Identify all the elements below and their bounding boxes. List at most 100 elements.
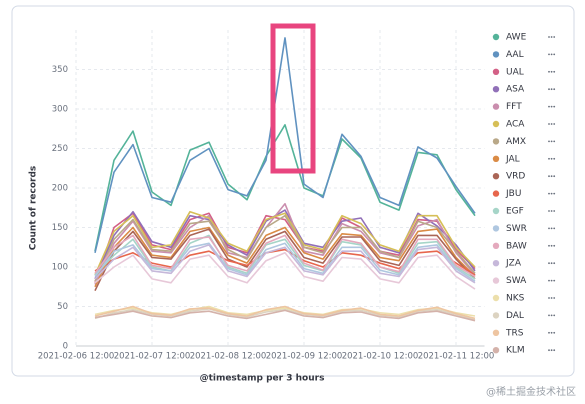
legend-menu-dot (550, 192, 553, 195)
series-line (94, 210, 476, 276)
series-line (94, 124, 476, 252)
legend-label[interactable]: EGF (506, 207, 524, 217)
legend-menu-dot (548, 297, 550, 299)
legend-label[interactable]: AWE (506, 33, 527, 43)
series-line (94, 234, 476, 278)
legend-label[interactable]: SWA (506, 276, 527, 286)
legend-swatch (492, 312, 500, 319)
legend-menu-dot (553, 349, 556, 352)
legend-menu-dot (550, 123, 553, 125)
legend-label[interactable]: JAL (505, 154, 520, 164)
legend-menu-dot (553, 175, 556, 178)
legend-menu-dot (548, 105, 550, 108)
legend-menu-dot (550, 331, 553, 334)
legend-label[interactable]: ASA (506, 85, 525, 95)
legend-swatch (492, 51, 500, 58)
legend-swatch (492, 207, 500, 215)
legend-menu-dot (548, 279, 550, 282)
y-axis-title: Count of records (29, 166, 39, 251)
legend-menu-dot (553, 262, 556, 265)
legend-swatch (492, 242, 500, 249)
series-line (94, 226, 476, 288)
legend-label[interactable]: NKS (506, 294, 525, 304)
legend-menu-dot (553, 157, 556, 160)
legend-menu-dot (550, 105, 553, 108)
y-tick-label: 300 (52, 105, 68, 115)
highlight-box (270, 23, 316, 174)
y-tick-label: 250 (52, 144, 68, 154)
legend-menu-dot (548, 262, 550, 265)
legend-menu-dot (553, 36, 556, 38)
legend-menu-dot (548, 36, 550, 38)
y-tick-label: 350 (52, 65, 68, 75)
legend-swatch (492, 103, 500, 110)
legend-menu-dot (550, 70, 553, 73)
legend-swatch (492, 173, 500, 180)
legend-menu-dot (548, 210, 550, 212)
legend-menu-dot (550, 279, 553, 282)
legend-swatch (492, 86, 500, 93)
legend-swatch (492, 225, 500, 232)
x-tick-label: 2021-02-11 12:00 (418, 352, 495, 362)
legend-menu-dot (553, 279, 556, 282)
legend-swatch (492, 277, 500, 284)
y-tick-label: 200 (52, 184, 68, 194)
legend-label[interactable]: SWR (506, 224, 527, 234)
legend-menu-dot (553, 70, 556, 73)
legend-menu-dot (550, 88, 553, 91)
legend-menu-dot (553, 123, 556, 125)
legend-menu-dot (550, 297, 553, 299)
legend-label[interactable]: BAW (506, 241, 527, 251)
x-tick-label: 2021-02-06 12:00 (38, 352, 115, 362)
legend-menu-dot (550, 175, 553, 178)
legend-swatch (492, 329, 500, 336)
legend-menu-dot (550, 53, 553, 56)
legend-label[interactable]: ACA (506, 120, 525, 130)
series-line (94, 203, 476, 285)
legend-swatch (492, 138, 500, 145)
legend-menu-dot (548, 175, 550, 178)
legend-label[interactable]: KLM (506, 346, 525, 356)
legend-swatch (492, 190, 500, 197)
legend-label[interactable]: UAL (506, 67, 524, 77)
y-tick-label: 0 (63, 342, 68, 352)
legend-menu-dot (548, 192, 550, 195)
legend-menu-dot (553, 192, 556, 195)
legend-swatch (492, 68, 500, 76)
legend-menu-dot (550, 157, 553, 160)
legend-menu-dot (553, 140, 556, 143)
legend-label[interactable]: DAL (506, 311, 524, 321)
legend-label[interactable]: JBU (505, 189, 521, 199)
legend-menu-dot (548, 227, 550, 230)
legend-label[interactable]: AAL (506, 50, 524, 60)
x-tick-label: 2021-02-10 12:00 (342, 352, 419, 362)
legend-swatch (492, 294, 500, 302)
legend-menu-dot (548, 314, 550, 317)
legend-menu-dot (548, 123, 550, 125)
series-line (94, 309, 476, 322)
series-line (94, 244, 476, 284)
legend-menu-dot (553, 244, 556, 247)
legend-menu-dot (550, 227, 553, 230)
legend-menu-dot (553, 53, 556, 56)
series-line (94, 214, 476, 282)
legend-label[interactable]: JZA (505, 259, 522, 269)
legend-swatch (492, 155, 500, 162)
legend-menu-dot (553, 314, 556, 317)
y-tick-label: 100 (52, 263, 68, 273)
legend-menu-dot (548, 244, 550, 247)
legend-menu-dot (550, 314, 553, 317)
legend-label[interactable]: VRD (506, 172, 525, 182)
legend-menu-dot (548, 53, 550, 56)
legend-label[interactable]: FFT (506, 102, 522, 112)
x-tick-label: 2021-02-08 12:00 (190, 352, 267, 362)
legend-label[interactable]: TRS (505, 328, 524, 338)
legend-menu-dot (550, 210, 553, 212)
panel (11, 5, 575, 377)
legend-menu-dot (550, 244, 553, 247)
legend-menu-dot (548, 88, 550, 91)
legend-label[interactable]: AMX (506, 137, 526, 147)
